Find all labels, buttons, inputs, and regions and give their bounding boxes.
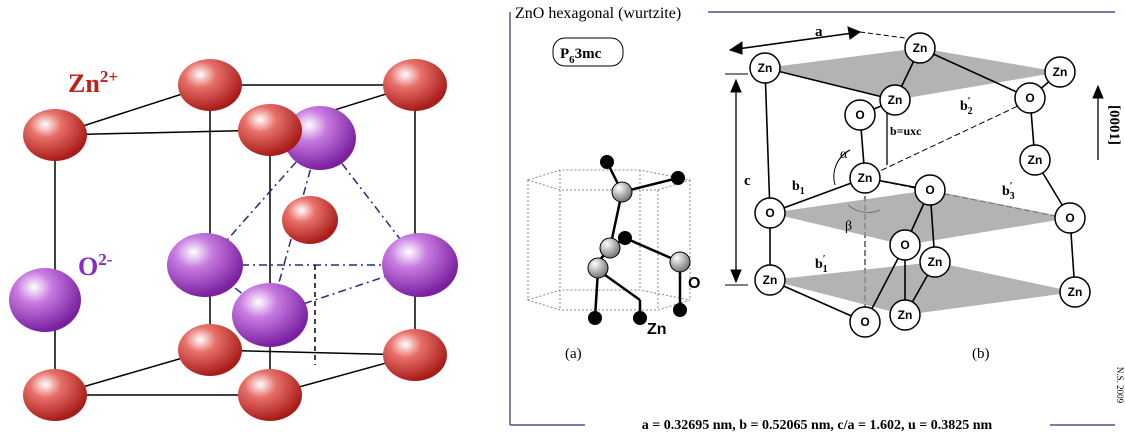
b1-sub: 1 [800, 186, 805, 197]
atom-label: Zn [758, 61, 773, 75]
b1-base: b [792, 179, 800, 194]
atom-label: Zn [1028, 153, 1043, 167]
atom [904, 32, 936, 64]
bond [919, 47, 1031, 99]
atom [1019, 144, 1051, 176]
bond-b-uxc: b=uxc [890, 124, 922, 138]
panel-a-label: (a) [565, 346, 582, 362]
atom [914, 174, 946, 206]
atom-label: O [855, 108, 864, 122]
left-structure [9, 59, 458, 421]
panel-a-zn: Zn [647, 321, 667, 338]
atom-label: Zn [763, 273, 778, 287]
atom [1059, 276, 1091, 308]
atom [849, 306, 881, 338]
basal-plane [770, 262, 1075, 315]
atom-label: Zn [858, 171, 873, 185]
b2p-base: b [960, 99, 968, 114]
bond [764, 67, 896, 101]
b3p-sub: 3 [1010, 191, 1015, 202]
atom-label: O [1025, 91, 1034, 105]
atom [889, 299, 921, 331]
b1p-base: b [815, 257, 823, 272]
panel-a-structure [526, 155, 691, 325]
o-ion-label: O2- [78, 250, 113, 281]
o-label-charge: 2- [98, 250, 113, 269]
b3p-base: b [1002, 184, 1010, 199]
lattice-parameters: a = 0.32695 nm, b = 0.52065 nm, c/a = 1.… [642, 418, 993, 433]
atom-label: O [900, 238, 909, 252]
atom-label: Zn [1053, 65, 1068, 79]
atom [749, 52, 781, 84]
bond [764, 67, 771, 214]
sg-rest: 3mc [575, 46, 602, 62]
atom-label: O [925, 183, 934, 197]
atom [1014, 82, 1046, 114]
b1p-sub: 1 [823, 264, 828, 275]
atom [889, 229, 921, 261]
panel-b-structure: Zn Zn Zn Zn O O Zn Zn O O O O Zn Zn Zn Zn O [749, 32, 1091, 338]
atom-label: O [860, 315, 869, 329]
o-label-base: O [78, 252, 98, 281]
b2p-sub: 2 [968, 106, 973, 117]
atom [879, 84, 911, 116]
space-group-box [552, 37, 624, 67]
atom [849, 162, 881, 194]
basal-plane [765, 48, 1060, 100]
zn-label-base: Zn [68, 69, 100, 98]
atom-label: Zn [888, 93, 903, 107]
bond-b2p: b′ 2 [960, 96, 973, 117]
atom-label: Zn [928, 255, 943, 269]
atom-label: Zn [898, 308, 913, 322]
frame-title: ZnO hexagonal (wurtzite) [515, 5, 681, 22]
axis-label: [0001] [1106, 105, 1122, 145]
panel-a-o: O [688, 275, 700, 292]
angle-alpha: α [840, 147, 848, 162]
credit: N.S. 2009 [1115, 367, 1125, 404]
space-group: P63mc [560, 46, 602, 66]
atom [1044, 56, 1076, 88]
b3p-sup: ′ [1010, 181, 1013, 192]
bond [769, 279, 866, 323]
bond [769, 177, 866, 214]
lattice-a: a [815, 24, 823, 40]
atom-label: Zn [913, 41, 928, 55]
atom [754, 197, 786, 229]
sg-sub: 6 [569, 54, 575, 66]
b2p-sup: ′ [968, 96, 971, 107]
panel-b-label: (b) [972, 346, 990, 362]
atom [754, 264, 786, 296]
bond-b3p: b′ 3 [1002, 181, 1015, 202]
atom [1054, 202, 1086, 234]
b1p-sup: ′ [823, 254, 826, 265]
sg-base: P [560, 46, 569, 62]
zn-ion-label: Zn2+ [68, 67, 118, 98]
atom [844, 99, 876, 131]
basal-plane [770, 190, 1070, 245]
bond-b1p: b′ 1 [815, 254, 828, 275]
atom [919, 246, 951, 278]
angle-beta: β [845, 219, 852, 234]
atom-label: Zn [1068, 285, 1083, 299]
lattice-c: c [744, 173, 751, 189]
atom-label: O [1065, 211, 1074, 225]
bond-b1: b1 [792, 179, 805, 197]
zn-label-charge: 2+ [100, 67, 118, 86]
atom-label: O [765, 206, 774, 220]
frame [509, 11, 1115, 426]
